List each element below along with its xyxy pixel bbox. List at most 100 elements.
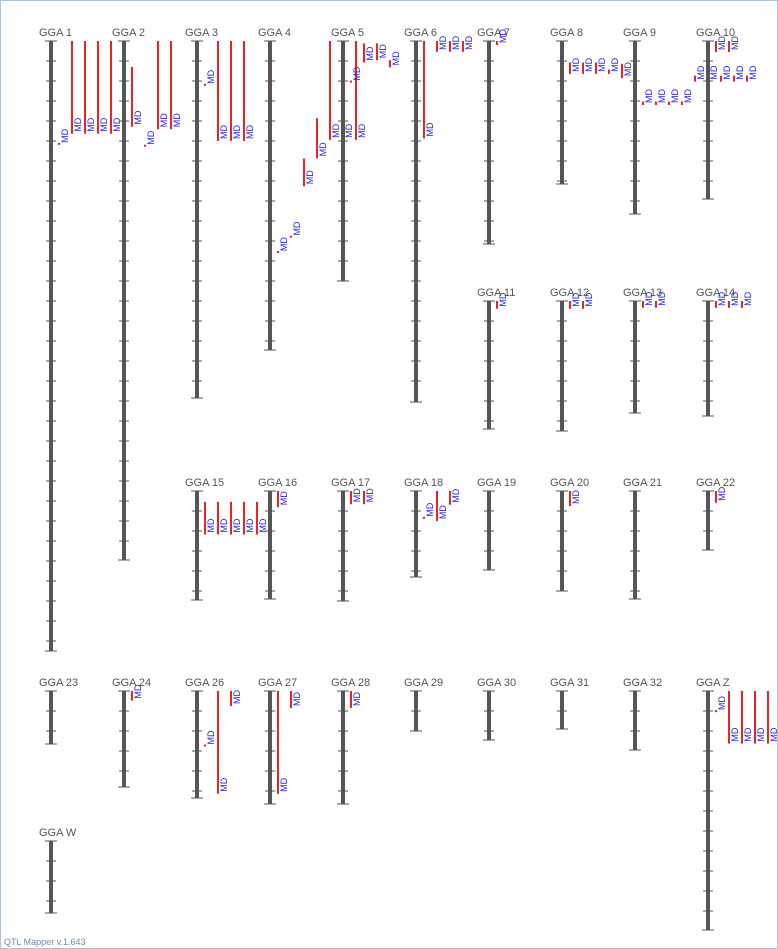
qtl-label: MD bbox=[584, 57, 594, 71]
chromosome-label: GGA 17 bbox=[331, 477, 370, 489]
qtl-label: MD bbox=[133, 110, 143, 124]
qtl-label: MD bbox=[245, 518, 255, 532]
chromosome-label: GGA 28 bbox=[331, 677, 370, 689]
qtl-label: MD bbox=[232, 518, 242, 532]
qtl-label: MD bbox=[571, 292, 581, 306]
qtl-label: MD bbox=[292, 221, 302, 235]
chromosome-label: GGA 18 bbox=[404, 477, 443, 489]
chromosome-label: GGA 2 bbox=[112, 27, 145, 39]
qtl-label: MD bbox=[717, 36, 727, 50]
chromosome-gga-29: GGA 29 bbox=[404, 677, 443, 732]
qtl-label: MD bbox=[571, 490, 581, 504]
qtl-label: MD bbox=[391, 51, 401, 65]
qtl-label: MD bbox=[425, 122, 435, 136]
qtl-label: MD bbox=[245, 124, 255, 138]
chromosome-label: GGA 30 bbox=[477, 677, 516, 689]
qtl-label: MD bbox=[172, 113, 182, 127]
chromosome-label: GGA 14 bbox=[696, 287, 735, 299]
qtl-label: MD bbox=[696, 65, 706, 79]
qtl-label: MD bbox=[352, 691, 362, 705]
chromosome-label: GGA 31 bbox=[550, 677, 589, 689]
qtl-label: MD bbox=[709, 65, 719, 79]
chromosome-label: GGA 6 bbox=[404, 27, 437, 39]
chromosome-label: GGA 16 bbox=[258, 477, 297, 489]
qtl-label: MD bbox=[206, 518, 216, 532]
qtl-label: MD bbox=[232, 124, 242, 138]
chromosome-label: GGA 22 bbox=[696, 477, 735, 489]
chromosome-label: GGA 19 bbox=[477, 477, 516, 489]
qtl-label: MD bbox=[112, 117, 122, 131]
qtl-label: MD bbox=[438, 35, 448, 49]
chromosome-label: GGA W bbox=[39, 827, 77, 839]
chromosome-gga-21: GGA 21 bbox=[623, 477, 662, 600]
chromosome-label: GGA 9 bbox=[623, 27, 656, 39]
qtl-label: MD bbox=[258, 518, 268, 532]
chromosome-gga-32: GGA 32 bbox=[623, 677, 662, 751]
qtl-label: MD bbox=[451, 488, 461, 502]
qtl-label: MD bbox=[464, 35, 474, 49]
qtl-label: MD bbox=[378, 44, 388, 58]
qtl-label: MD bbox=[331, 123, 341, 137]
chromosome-label: GGA 10 bbox=[696, 27, 735, 39]
chromosome-label: GGA 27 bbox=[258, 677, 297, 689]
qtl-label: MD bbox=[498, 292, 508, 306]
chromosome-label: GGA 23 bbox=[39, 677, 78, 689]
qtl-label: MD bbox=[146, 130, 156, 144]
qtl-label: MD bbox=[73, 117, 83, 131]
chromosome-label: GGA 24 bbox=[112, 677, 151, 689]
chromosome-label: GGA 29 bbox=[404, 677, 443, 689]
chromosome-gga-31: GGA 31 bbox=[550, 677, 589, 730]
qtl-label: MD bbox=[735, 65, 745, 79]
qtl-label: MD bbox=[425, 502, 435, 516]
chromosome-gga-26: GGA 26 MD MD MD bbox=[185, 677, 242, 799]
qtl-label: MD bbox=[305, 170, 315, 184]
qtl-label: MD bbox=[133, 684, 143, 698]
qtl-label: MD bbox=[657, 291, 667, 305]
qtl-label: MD bbox=[438, 505, 448, 519]
qtl-label: MD bbox=[730, 727, 740, 741]
qtl-label: MD bbox=[357, 123, 367, 137]
qtl-label: MD bbox=[279, 777, 289, 791]
qtl-label: MD bbox=[670, 89, 680, 103]
qtl-label: MD bbox=[365, 488, 375, 502]
qtl-label: MD bbox=[206, 69, 216, 83]
qtl-label: MD bbox=[219, 124, 229, 138]
chromosome-label: GGA 13 bbox=[623, 287, 662, 299]
qtl-label: MD bbox=[597, 57, 607, 71]
qtl-label: MD bbox=[451, 35, 461, 49]
qtl-label: MD bbox=[748, 65, 758, 79]
qtl-label: MD bbox=[730, 36, 740, 50]
chromosome-label: GGA 1 bbox=[39, 27, 72, 39]
chromosome-gga-23: GGA 23 bbox=[39, 677, 78, 745]
qtl-label: MD bbox=[584, 292, 594, 306]
chromosome-label: GGA 11 bbox=[477, 287, 515, 299]
chromosome-gga-19: GGA 19 bbox=[477, 477, 516, 571]
qtl-label: MD bbox=[717, 696, 727, 710]
chromosome-label: GGA Z bbox=[696, 677, 730, 689]
chromosome-label: GGA 32 bbox=[623, 677, 662, 689]
qtl-label: MD bbox=[717, 486, 727, 500]
qtl-label: MD bbox=[683, 89, 693, 103]
qtl-label: MD bbox=[279, 237, 289, 251]
qtl-label: MD bbox=[219, 518, 229, 532]
chromosome-label: GGA 8 bbox=[550, 27, 583, 39]
qtl-label: MD bbox=[722, 65, 732, 79]
qtl-label: MD bbox=[623, 62, 633, 76]
chromosome-label: GGA 20 bbox=[550, 477, 589, 489]
qtl-label: MD bbox=[365, 46, 375, 60]
qtl-label: MD bbox=[498, 29, 508, 43]
chromosome-gga-27: GGA 27 MD MD bbox=[258, 677, 302, 805]
chromosome-gga-28: GGA 28 MD bbox=[331, 677, 370, 805]
